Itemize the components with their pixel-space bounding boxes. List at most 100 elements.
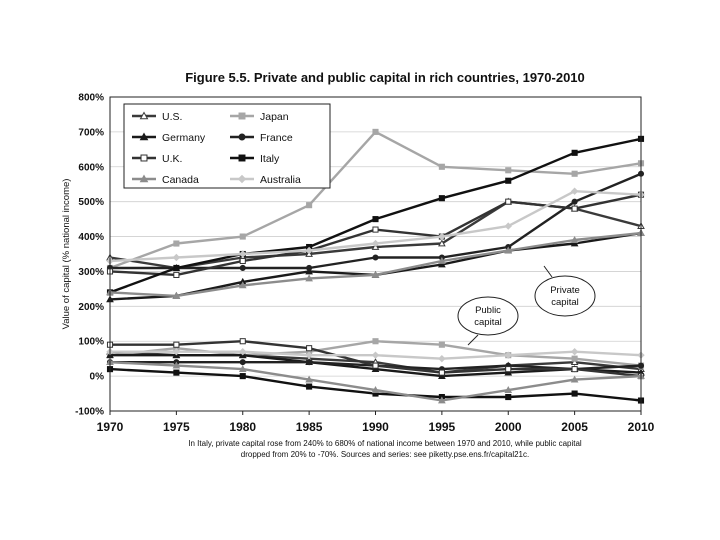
data-point-france-private <box>306 264 313 272</box>
y-tick-label: 0% <box>90 372 105 383</box>
y-tick-label: 800% <box>78 93 104 104</box>
y-tick-label: 500% <box>78 197 104 208</box>
data-point-canada-private <box>438 256 446 264</box>
data-point-france-private <box>571 198 578 205</box>
data-point-italy-public <box>571 390 578 397</box>
data-point-u-k-public <box>571 366 578 373</box>
data-point-japan-private <box>571 170 578 177</box>
data-point-u-s-private <box>438 239 446 247</box>
data-point-u-s-public <box>570 358 579 366</box>
legend-marker-canada <box>139 174 149 183</box>
data-point-germany-private <box>305 267 313 275</box>
data-point-u-k-public <box>505 366 512 373</box>
data-point-canada-public <box>570 375 579 383</box>
data-point-italy-private <box>571 149 578 156</box>
data-point-australia-public <box>305 351 313 359</box>
data-point-australia-public <box>239 347 247 356</box>
data-point-france-private <box>239 264 246 272</box>
data-point-germany-private <box>438 260 446 268</box>
data-point-australia-private <box>438 232 446 241</box>
x-tick-labels: 1970 1975 1980 1985 1990 1995 2000 2005 2010 <box>97 411 655 434</box>
y-tick-label: -100% <box>75 407 104 418</box>
series-line-u-k-private <box>109 193 642 277</box>
data-point-australia-private <box>305 246 313 255</box>
data-point-u-k-public <box>173 341 180 348</box>
public-capital-annotation: Public capital <box>457 296 519 346</box>
data-point-japan-private <box>438 163 445 170</box>
legend: U.S. Japan Germany France U.K. Italy Canada Aus… <box>123 103 331 189</box>
legend-box <box>123 103 331 189</box>
data-point-canada-public <box>504 386 513 393</box>
x-tick-label: 1970 <box>97 420 124 434</box>
x-tick-label: 2010 <box>628 420 655 434</box>
x-tick-label: 1990 <box>362 420 389 434</box>
data-point-italy-private <box>505 177 512 184</box>
data-point-japan-public <box>571 355 578 362</box>
data-point-canada-private <box>570 236 579 243</box>
data-point-germany-public <box>438 372 446 380</box>
data-point-u-k-public <box>438 369 445 376</box>
data-point-u-k-public <box>306 345 313 352</box>
data-point-australia-private <box>371 239 380 248</box>
public-capital-arrow <box>467 334 479 346</box>
data-point-japan-private <box>239 233 246 240</box>
data-point-u-k-public <box>372 362 379 369</box>
data-point-japan-public <box>372 338 379 345</box>
y-tick-label: 600% <box>78 162 104 173</box>
data-point-u-k-private <box>239 257 246 265</box>
data-point-canada-private <box>172 291 181 299</box>
y-tick-label: 700% <box>78 127 104 138</box>
private-capital-label-line1: Private <box>550 285 580 296</box>
public-capital-label-line2: capital <box>474 317 501 328</box>
data-point-u-k-public <box>239 338 246 345</box>
legend-marker-australia <box>237 174 247 184</box>
legend-marker-u-s <box>139 111 149 120</box>
y-axis-label: Value of capital (% national income) <box>61 179 72 330</box>
data-point-u-k-private <box>173 271 180 278</box>
data-point-japan-private <box>306 202 313 209</box>
data-point-japan-public <box>438 341 445 348</box>
data-point-australia-private <box>239 250 247 258</box>
data-point-italy-private <box>173 264 180 272</box>
legend-marker-italy <box>238 154 246 162</box>
data-point-australia-private <box>172 253 181 262</box>
data-point-canada-private <box>305 274 313 282</box>
data-point-france-public <box>306 359 313 366</box>
data-point-canada-private <box>504 246 513 254</box>
legend-label-france: France <box>260 132 293 144</box>
data-point-japan-private <box>372 128 379 135</box>
x-tick-label: 2005 <box>561 420 588 434</box>
chart-title: Figure 5.5. Private and public capital i… <box>185 70 585 85</box>
data-point-u-k-private <box>505 198 512 205</box>
data-point-italy-public <box>505 393 512 401</box>
legend-label-germany: Germany <box>162 132 206 144</box>
legend-label-canada: Canada <box>162 174 199 186</box>
caption-line-1: In Italy, private capital rose from 240%… <box>188 439 582 448</box>
data-point-japan-private <box>505 167 512 174</box>
private-capital-annotation: Private capital <box>534 265 596 317</box>
data-point-canada-public <box>172 361 181 369</box>
legend-label-australia: Australia <box>260 174 301 186</box>
legend-label-u-s: U.S. <box>162 111 182 123</box>
legend-marker-u-k <box>140 154 148 162</box>
legend-label-italy: Italy <box>260 153 280 165</box>
data-point-germany-public <box>504 368 513 376</box>
x-tick-label: 1985 <box>296 420 323 434</box>
data-point-canada-private <box>238 281 247 289</box>
caption-line-2: dropped from 20% to -70%. Sources and se… <box>241 450 529 459</box>
data-point-canada-public <box>238 365 247 373</box>
data-point-japan-private <box>173 240 180 247</box>
data-point-france-private <box>372 254 379 261</box>
public-capital-bubble <box>457 296 519 336</box>
y-tick-label: 400% <box>78 232 104 243</box>
y-tick-labels: -100% 0% 100% 200% 300% 400% 500% 600% 700% 800% <box>75 93 104 418</box>
legend-marker-japan <box>238 112 246 120</box>
legend-label-japan: Japan <box>260 111 289 123</box>
data-point-italy-private <box>372 216 379 223</box>
data-point-germany-public <box>371 365 380 373</box>
y-tick-label: 200% <box>78 302 104 313</box>
data-point-canada-public <box>371 386 380 393</box>
data-point-australia-public <box>504 351 512 359</box>
data-point-australia-public <box>371 351 380 359</box>
